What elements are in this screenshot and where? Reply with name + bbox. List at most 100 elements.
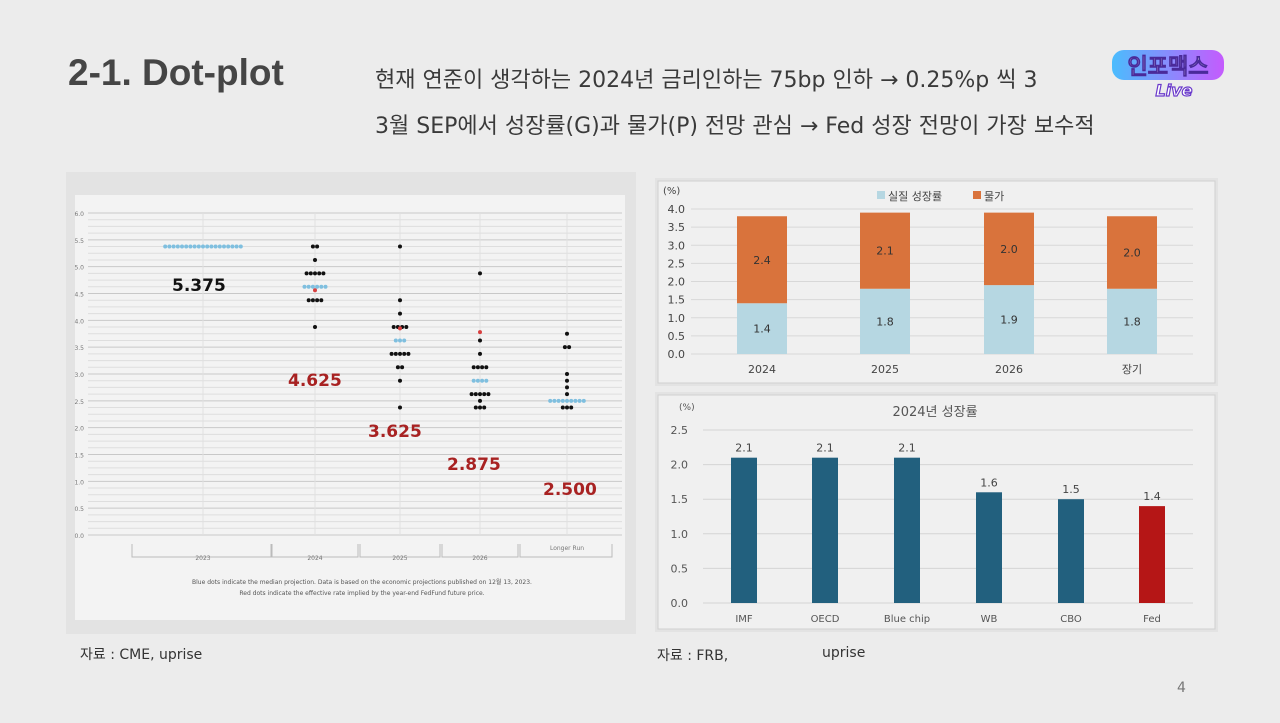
participant-dot <box>317 271 322 276</box>
y-tick-label: 0.0 <box>74 533 84 540</box>
inflation-bar <box>1107 216 1157 289</box>
bar-value-label: 1.6 <box>980 476 998 489</box>
participant-dot <box>313 257 317 262</box>
median-dot <box>163 244 168 249</box>
participant-dot <box>567 345 572 350</box>
participant-dot <box>313 271 317 276</box>
futures-dot <box>398 326 402 331</box>
participant-dot <box>306 298 311 303</box>
median-dot <box>234 244 239 249</box>
median-dot <box>560 398 565 403</box>
participant-dot <box>398 351 402 356</box>
participant-dot <box>398 405 402 410</box>
bar-value-label: 1.8 <box>876 315 894 328</box>
dot-plot-panel: 0.0 0.5 1.0 1.5 2.0 2.5 3.0 3.5 4.0 4.5 5.0 5.5 6.0 2… <box>66 172 636 634</box>
median-dot <box>315 284 320 289</box>
median-dot <box>475 378 480 383</box>
y-tick-label: 0.0 <box>671 597 689 610</box>
bar-value-label: 1.9 <box>1000 314 1018 327</box>
source-right-2: uprise <box>822 645 866 661</box>
x-tick-label: WB <box>981 614 998 625</box>
median-dot <box>552 398 557 403</box>
participant-dot <box>565 385 569 390</box>
median-dot <box>222 244 226 249</box>
median-dot <box>577 398 582 403</box>
y-tick-label: 1.5 <box>74 453 84 460</box>
bar-imf <box>731 457 757 603</box>
median-dot <box>402 338 407 343</box>
participant-dot <box>398 298 402 303</box>
median-dot <box>171 244 176 249</box>
y-tick-label: 2.0 <box>671 459 689 472</box>
y-tick-label: 0.5 <box>671 562 689 575</box>
y-tick-label: 0.5 <box>74 506 84 513</box>
category-bracket <box>441 544 519 558</box>
unit-label: (%) <box>663 186 680 197</box>
participant-dot <box>404 325 409 330</box>
median-annotation: 2.500 <box>543 480 597 500</box>
y-tick-label: 1.0 <box>671 528 689 541</box>
participant-dot <box>471 365 476 370</box>
median-dot <box>471 378 476 383</box>
legend-label-growth: 실질 성장률 <box>888 190 942 203</box>
participant-dot <box>478 405 482 410</box>
participant-dot <box>395 365 400 370</box>
page-number: 4 <box>1177 680 1186 696</box>
participant-dot <box>486 392 491 397</box>
median-dot <box>213 244 218 249</box>
y-tick-label: 4.0 <box>668 203 686 216</box>
participant-dot <box>398 311 402 316</box>
y-tick-label: 4.5 <box>74 292 84 299</box>
y-tick-label: 3.5 <box>74 345 84 352</box>
footnote: Red dots indicate the effective rate imp… <box>239 590 484 597</box>
median-dot <box>175 244 180 249</box>
participant-dot <box>398 378 402 383</box>
bar-value-label: 1.5 <box>1062 483 1080 496</box>
growth-bar <box>1107 288 1157 354</box>
bar-oecd <box>812 457 838 603</box>
dot-plot-chart: 0.0 0.5 1.0 1.5 2.0 2.5 3.0 3.5 4.0 4.5 5.0 5.5 6.0 2… <box>74 195 625 620</box>
median-dot <box>167 244 172 249</box>
bar-fed <box>1139 506 1165 603</box>
category-bracket <box>519 544 613 558</box>
median-dot <box>230 244 235 249</box>
participant-dot <box>478 351 482 356</box>
x-tick-label: 2026 <box>995 363 1023 376</box>
median-dot <box>556 398 561 403</box>
median-annotation: 2.875 <box>447 455 501 475</box>
subtitle-line-2: 3월 SEP에서 성장률(G)과 물가(P) 전망 관심 → Fed 성장 전망… <box>375 114 1095 139</box>
participant-dot <box>315 298 320 303</box>
chart-title: 2024년 성장률 <box>892 405 977 420</box>
x-tick-label: Longer Run <box>550 545 584 552</box>
x-tick-label: IMF <box>735 614 753 625</box>
participant-dot <box>393 351 398 356</box>
x-tick-label: 2024 <box>307 555 322 562</box>
infomax-live-logo: 인포맥스 Live <box>1108 44 1228 102</box>
x-tick-label: 2026 <box>472 555 487 562</box>
futures-dot <box>313 288 317 293</box>
growth-bar-chart: (%) 2024년 성장률 0.0 0.5 1.0 1.5 2.0 2.5 2.1 IMF 2.1 O… <box>657 394 1216 630</box>
y-tick-label: 2.5 <box>671 424 689 437</box>
median-dot <box>480 378 485 383</box>
participant-dot <box>478 392 482 397</box>
participant-dot <box>565 405 569 410</box>
participant-dot <box>565 378 569 383</box>
inflation-bar <box>737 216 787 304</box>
bar-value-label: 1.4 <box>1143 490 1161 503</box>
growth-bar <box>737 303 787 354</box>
participant-dot <box>562 345 567 350</box>
x-tick-label: Fed <box>1143 614 1161 625</box>
y-tick-label: 2.0 <box>668 276 686 289</box>
median-dot <box>393 338 398 343</box>
slide-title: 2-1. Dot-plot <box>68 52 284 93</box>
bar-value-label: 2.1 <box>735 442 753 455</box>
participant-dot <box>321 271 326 276</box>
y-tick-label: 6.0 <box>74 211 84 218</box>
median-dot <box>306 284 311 289</box>
y-tick-label: 3.5 <box>668 221 686 234</box>
y-tick-label: 1.5 <box>671 493 689 506</box>
median-dot <box>192 244 197 249</box>
participant-dot <box>569 405 574 410</box>
inflation-bar <box>984 212 1034 286</box>
category-bracket <box>271 544 359 558</box>
